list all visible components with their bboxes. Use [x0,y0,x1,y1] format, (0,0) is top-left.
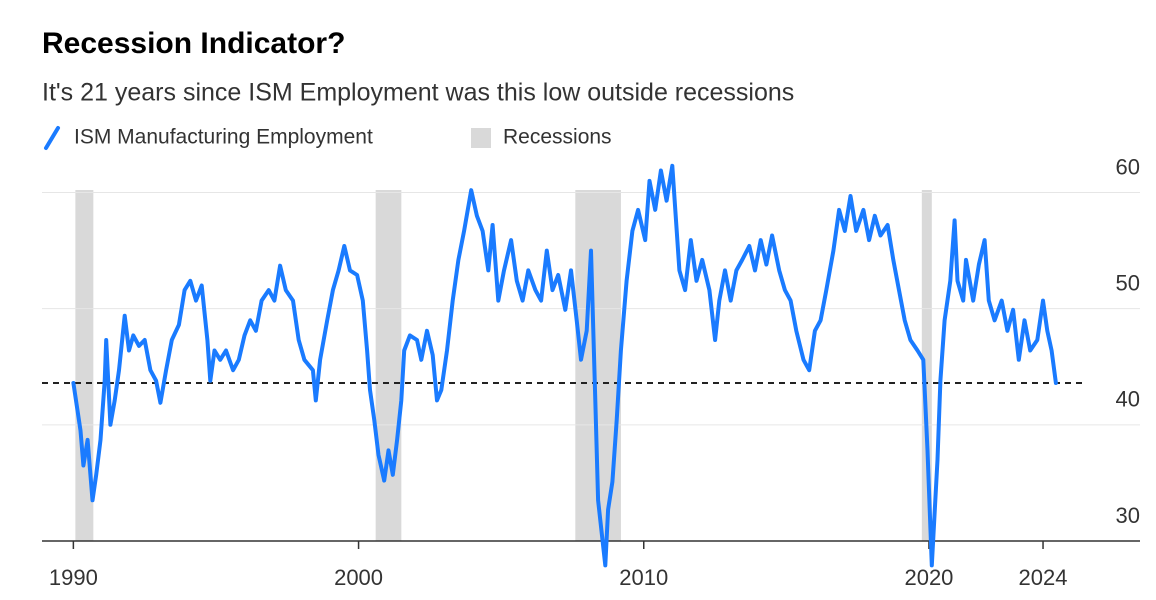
legend: ISM Manufacturing Employment Recessions [44,126,612,150]
y-tick-label: 40 [1116,387,1140,412]
data-line [71,163,1058,568]
chart-title: Recession Indicator? [42,27,345,60]
x-tick-label: 2024 [1019,565,1068,590]
y-tick-label: 60 [1116,154,1140,179]
recession-band [375,190,402,541]
x-tick-label: 1990 [49,565,98,590]
x-tick-label: 2020 [904,565,953,590]
x-tick-label: 2010 [619,565,668,590]
legend-line-swatch [44,126,60,150]
legend-label: Recessions [503,126,612,149]
x-tick-label: 2000 [334,565,383,590]
legend-label: ISM Manufacturing Employment [74,126,373,149]
chart-subtitle: It's 21 years since ISM Employment was t… [42,79,794,107]
recession-band [921,190,932,541]
y-tick-label: 30 [1116,503,1140,528]
y-tick-label: 50 [1116,270,1140,295]
legend-recession-swatch [471,128,491,148]
